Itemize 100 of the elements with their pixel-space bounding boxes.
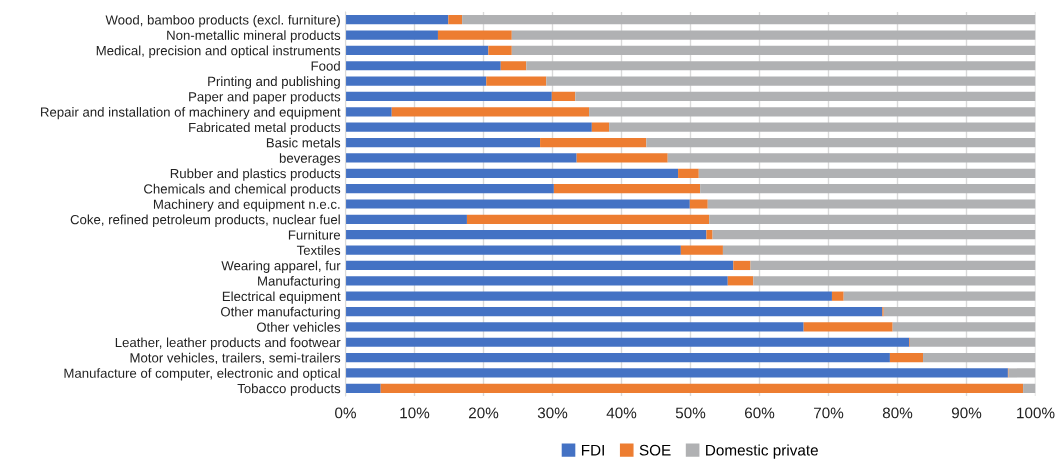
y-tick-label: Leather, leather products and footwear [115, 337, 341, 350]
y-tick-label: Printing and publishing [208, 76, 340, 89]
bar [803, 322, 893, 332]
bar [345, 122, 592, 132]
bar [698, 168, 1036, 178]
bar [709, 214, 1036, 224]
y-tick-label: Other manufacturing [221, 306, 340, 320]
x-tick-label: 50% [675, 407, 706, 419]
bar [511, 45, 1036, 56]
x-tick-label: 80% [882, 407, 913, 419]
y-tick-label: Coke, refined petroleum products, nuclear fuel [70, 214, 340, 227]
bar [609, 122, 1036, 132]
bar [546, 76, 1036, 86]
x-tick-label: 90% [951, 407, 982, 419]
bar [1023, 383, 1036, 393]
bar [345, 199, 690, 209]
y-tick-label: Food [311, 60, 340, 71]
x-tick-label: 60% [744, 407, 775, 419]
bar [345, 230, 707, 240]
y-tick-label: Motor vehicles, trailers, semi-trailers [130, 352, 341, 365]
x-tick-label: 0% [335, 407, 356, 419]
bar [646, 137, 1036, 148]
bar [345, 30, 438, 40]
bar [750, 260, 1036, 271]
bar [345, 61, 501, 71]
bar [345, 322, 804, 332]
bar [345, 276, 728, 286]
x-tick-label: 20% [468, 407, 499, 419]
bar [345, 107, 392, 117]
bar [700, 184, 1036, 194]
bar [345, 76, 487, 86]
bar [909, 337, 1036, 347]
bar [500, 61, 527, 71]
y-tick-label: Machinery and equipment n.e.c. [153, 199, 340, 212]
bar [576, 153, 668, 163]
y-tick-label: Basic metals [266, 137, 341, 148]
y-tick-label: Wood, bamboo products (excl. furniture) [105, 14, 340, 28]
bar [892, 322, 1036, 332]
y-tick-label: Non-metallic mineral products [167, 30, 341, 43]
bar [722, 245, 1036, 255]
bar [727, 276, 754, 286]
x-tick-label: 10% [400, 407, 430, 419]
y-tick-label: Tobacco products [237, 383, 341, 396]
bar [923, 352, 1036, 363]
bar [345, 137, 541, 148]
bar [345, 352, 890, 363]
y-tick-label: Manufacture of computer, electronic and optical [64, 368, 340, 381]
bar [678, 168, 699, 178]
bar [589, 107, 1036, 117]
bar [511, 30, 1036, 40]
bar [551, 91, 576, 102]
bar [345, 306, 883, 317]
bar [462, 15, 1036, 25]
y-tick-label: Rubber and plastics products [170, 168, 341, 181]
x-tick-label: 70% [813, 407, 844, 419]
bar [889, 352, 924, 363]
bar [486, 76, 547, 86]
bar [591, 122, 610, 132]
x-tick-label: 100% [1017, 407, 1055, 419]
bar [345, 383, 381, 393]
bar [843, 291, 1036, 301]
bar [345, 168, 679, 178]
bar [1008, 368, 1036, 378]
x-tick-label: 40% [606, 407, 637, 419]
bar [380, 383, 1024, 393]
legend-label: SOE [639, 444, 671, 456]
y-tick-label: Repair and installation of machinery and equipment [41, 107, 341, 120]
y-tick-label: Wearing apparel, fur [221, 260, 341, 273]
bar [345, 214, 467, 224]
y-tick-label: Chemicals and chemical products [144, 183, 341, 197]
bar [831, 291, 844, 301]
bar [707, 199, 1036, 209]
bar [448, 15, 463, 25]
bar [345, 184, 554, 194]
bar [706, 230, 713, 240]
y-tick-label: Electrical equipment [222, 291, 341, 304]
bar [345, 337, 910, 347]
bar [680, 245, 723, 255]
y-tick-label: Manufacturing [258, 276, 340, 289]
x-tick-label: 30% [537, 407, 568, 419]
y-tick-label: Fabricated metal products [189, 122, 341, 135]
y-tick-label: Furniture [288, 229, 341, 240]
bar [753, 276, 1036, 286]
legend-label: Domestic private [706, 444, 818, 459]
bar [689, 199, 708, 209]
y-tick-label: Medical, precision and optical instruments [96, 45, 341, 58]
bar [466, 214, 710, 224]
bar [345, 45, 489, 56]
bar [345, 153, 577, 163]
bar [488, 45, 512, 56]
bar [540, 137, 647, 148]
bar [437, 30, 512, 40]
bar [553, 184, 701, 194]
bar [345, 368, 1008, 378]
bar [345, 15, 449, 25]
bar [883, 306, 1036, 317]
legend-label: FDI [581, 444, 604, 456]
bar [712, 230, 1036, 240]
bar [526, 61, 1036, 71]
y-tick-label: Other vehicles [256, 322, 341, 332]
